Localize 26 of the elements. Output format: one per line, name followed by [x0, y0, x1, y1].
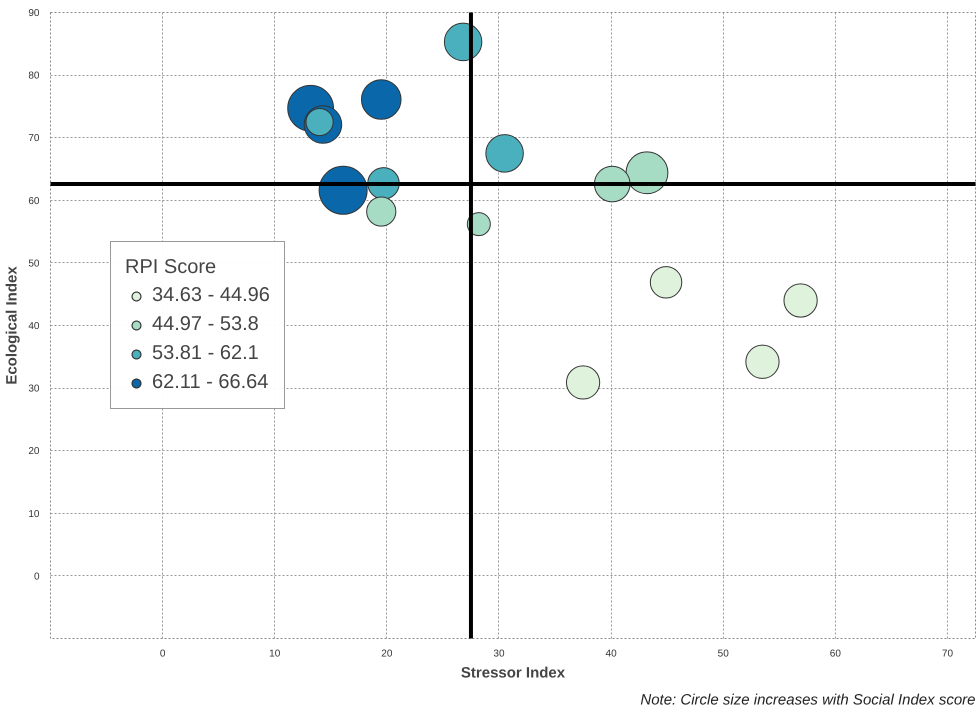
x-tick-label: 40 — [606, 648, 618, 660]
y-tick-label: 90 — [28, 8, 40, 19]
y-tick-label: 70 — [28, 133, 40, 144]
y-tick-label: 30 — [28, 384, 40, 395]
legend-label: 34.63 - 44.96 — [152, 284, 270, 307]
x-tick-label: 50 — [718, 648, 730, 660]
x-tick-label: 60 — [830, 648, 842, 660]
y-tick-label: 10 — [28, 508, 40, 520]
y-tick-label: 60 — [28, 196, 40, 207]
y-tick-label: 40 — [28, 321, 40, 332]
y-tick-label: 50 — [28, 258, 40, 270]
x-tick-label: 30 — [493, 648, 505, 660]
x-tick-label: 20 — [381, 648, 393, 660]
y-tick-label: 80 — [28, 70, 40, 82]
x-axis-title: Stressor Index — [460, 664, 566, 682]
x-tick-label: 0 — [160, 648, 166, 660]
y-tick-label: 20 — [28, 446, 40, 458]
legend-label: 53.81 - 62.1 — [152, 342, 259, 365]
legend-label: 62.11 - 66.64 — [152, 371, 268, 394]
x-tick-label: 10 — [269, 648, 281, 660]
y-axis-title: Ecological Index — [3, 266, 20, 385]
x-tick-label: 70 — [942, 648, 954, 660]
y-tick-label: 0 — [34, 571, 40, 582]
legend-label: 44.97 - 53.8 — [152, 313, 259, 336]
text: Note: Circle size increases with Social Index score — [640, 692, 976, 708]
legend-title: RPI Score — [125, 256, 218, 279]
